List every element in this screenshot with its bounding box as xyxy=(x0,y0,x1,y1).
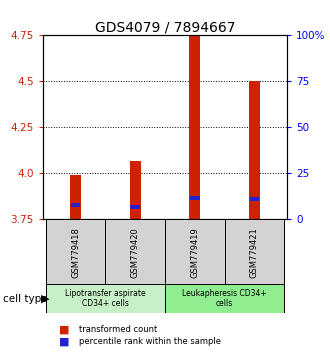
Text: Lipotransfer aspirate
CD34+ cells: Lipotransfer aspirate CD34+ cells xyxy=(65,289,146,308)
Bar xyxy=(165,219,224,285)
Bar xyxy=(71,203,81,207)
Text: ■: ■ xyxy=(59,325,70,335)
Text: GSM779421: GSM779421 xyxy=(250,227,259,278)
Text: percentile rank within the sample: percentile rank within the sample xyxy=(79,337,221,346)
Text: Leukapheresis CD34+
cells: Leukapheresis CD34+ cells xyxy=(182,289,267,308)
Bar xyxy=(106,219,165,285)
Text: transformed count: transformed count xyxy=(79,325,157,335)
Bar xyxy=(165,284,284,313)
Text: GSM779419: GSM779419 xyxy=(190,227,199,278)
Text: GSM779420: GSM779420 xyxy=(131,227,140,278)
Bar xyxy=(249,81,260,219)
Text: ▶: ▶ xyxy=(41,294,50,304)
Title: GDS4079 / 7894667: GDS4079 / 7894667 xyxy=(95,20,235,34)
Bar xyxy=(46,219,165,285)
Bar xyxy=(46,219,106,285)
Bar xyxy=(165,219,284,285)
Text: GSM779418: GSM779418 xyxy=(71,227,80,278)
Bar xyxy=(190,196,200,200)
Bar xyxy=(189,35,200,219)
Bar xyxy=(249,197,259,201)
Bar xyxy=(224,219,284,285)
Text: cell type: cell type xyxy=(3,294,48,304)
Text: ■: ■ xyxy=(59,337,70,347)
Bar xyxy=(70,175,81,219)
Bar xyxy=(130,161,141,219)
Bar xyxy=(130,205,140,209)
Bar xyxy=(46,284,165,313)
